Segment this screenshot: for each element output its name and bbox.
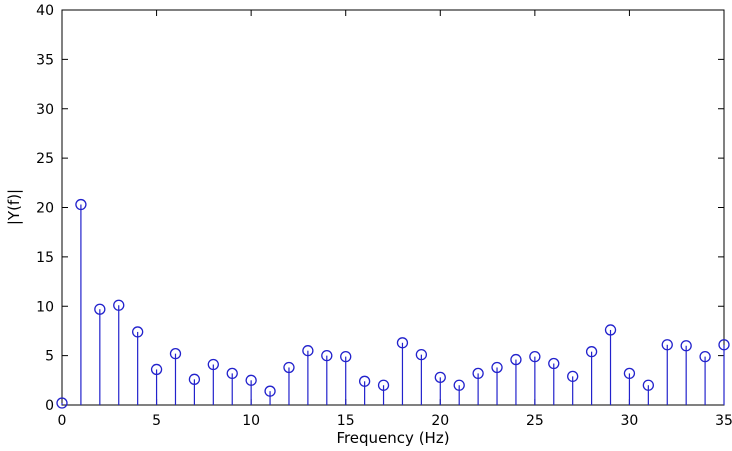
y-tick-label: 0 (45, 398, 54, 414)
x-tick-label: 25 (526, 413, 544, 429)
x-tick-label: 15 (337, 413, 355, 429)
stem-marker (283, 361, 295, 374)
x-tick-label: 30 (621, 413, 639, 429)
stem-marker (207, 358, 219, 371)
y-tick-label: 25 (36, 151, 54, 167)
stem-marker (415, 348, 428, 361)
stem-marker (264, 385, 276, 397)
stem-marker (680, 340, 692, 352)
stem-marker (113, 299, 125, 311)
stem-marker (718, 339, 730, 351)
stem-marker (396, 337, 409, 349)
stem-marker (169, 347, 182, 360)
stem-marker (604, 324, 617, 336)
x-axis-label: Frequency (Hz) (336, 429, 450, 447)
x-tick-label: 10 (242, 413, 260, 429)
y-tick-label: 10 (36, 299, 54, 315)
plot-box (61, 9, 725, 406)
stem-marker (302, 345, 314, 357)
y-tick-label: 5 (45, 349, 54, 365)
stem-marker (358, 375, 371, 387)
stem-marker (699, 350, 711, 363)
stem-marker (623, 367, 636, 380)
x-tick-label: 20 (431, 413, 449, 429)
stem-marker (567, 370, 579, 383)
stem-marker (510, 353, 522, 366)
x-tick-label: 0 (58, 413, 67, 429)
stem-marker (585, 346, 598, 358)
stem-marker (75, 198, 87, 211)
stem-marker (321, 349, 333, 362)
x-tick-label: 35 (715, 413, 732, 429)
y-axis-label: |Y(f)| (5, 188, 23, 226)
y-tick-label: 35 (36, 52, 54, 68)
stem-marker (56, 397, 68, 409)
stem-marker (434, 371, 446, 384)
stem-marker (340, 350, 352, 363)
stem-marker (226, 367, 238, 380)
y-tick-label: 40 (36, 3, 54, 19)
stem-marker (377, 379, 390, 391)
stem-marker (642, 379, 654, 391)
stem-marker (548, 357, 560, 370)
y-tick-label: 30 (36, 102, 54, 118)
stem-marker (94, 303, 106, 315)
y-tick-label: 15 (36, 250, 54, 266)
stem-marker (132, 326, 144, 338)
stem-marker (472, 367, 484, 380)
stem-marker (491, 361, 503, 374)
y-tick-label: 20 (36, 201, 54, 217)
x-tick-label: 5 (152, 413, 161, 429)
stem-marker (245, 374, 257, 386)
stem-marker (188, 373, 201, 385)
stem-marker (150, 363, 163, 376)
stem-marker (529, 350, 541, 363)
stem-marker (453, 379, 465, 391)
stem-marker (661, 339, 673, 351)
